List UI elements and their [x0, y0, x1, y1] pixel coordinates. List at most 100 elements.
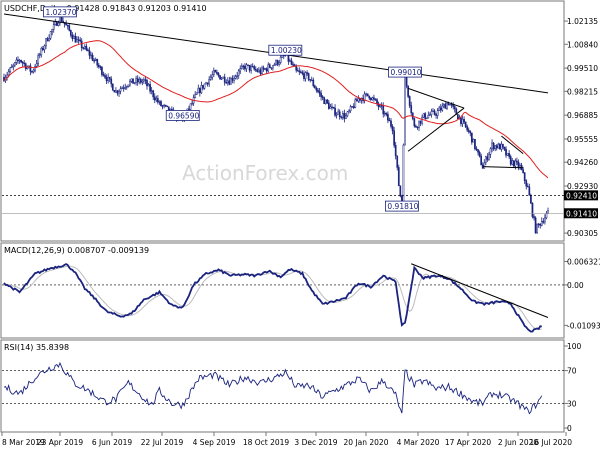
candle-body: [272, 65, 274, 69]
candle-body: [127, 84, 130, 87]
candle-body: [264, 68, 266, 70]
candle-body: [416, 126, 419, 129]
candle-body: [516, 160, 518, 163]
candle-body: [12, 64, 15, 68]
date-tick-label: 16 Jul 2020: [530, 438, 573, 447]
candle-body: [340, 116, 343, 118]
candle-body: [491, 142, 493, 150]
candle-body: [296, 69, 299, 72]
candle-body: [66, 24, 69, 27]
candle-body: [537, 223, 540, 226]
candle-body: [212, 70, 215, 75]
candle-body: [466, 126, 469, 131]
candle-body: [104, 75, 106, 78]
candle-body: [506, 153, 509, 156]
candle-body: [526, 185, 529, 188]
candle-body: [480, 155, 483, 166]
price-y-tick-label: 0.90305: [567, 229, 598, 238]
candle-body: [35, 63, 38, 67]
candle-body: [278, 62, 280, 65]
candle-body: [228, 80, 231, 85]
date-tick-label: 23 Apr 2019: [37, 438, 84, 447]
candle-body: [393, 130, 395, 146]
candle-body: [9, 67, 12, 72]
reference-line-tag: [564, 190, 598, 201]
candle-body: [289, 60, 291, 62]
candle-body: [424, 113, 427, 119]
candle-body: [324, 99, 327, 105]
candle-body: [508, 153, 510, 157]
candle-body: [82, 47, 85, 49]
candle-body: [366, 93, 369, 97]
price-box: [43, 6, 77, 18]
candle-body: [304, 72, 307, 79]
candle-body: [544, 217, 546, 223]
candle-body: [444, 104, 447, 109]
price-y-tick-label: 1.00840: [567, 40, 598, 49]
candle-body: [509, 156, 512, 165]
price-series: [3, 11, 549, 234]
candle-body: [101, 66, 103, 75]
price-box-label: 0.96590: [168, 111, 199, 120]
candle-body: [261, 67, 263, 74]
candle-body: [540, 221, 543, 226]
candle-body: [153, 96, 156, 101]
candle-body: [429, 114, 431, 116]
candle-body: [276, 60, 279, 65]
moving-average-line: [3, 40, 549, 179]
candle-body: [14, 62, 16, 66]
candle-body: [55, 21, 58, 26]
date-tick-label: 17 Apr 2020: [445, 438, 492, 447]
candle-body: [209, 76, 212, 80]
candle-body: [374, 98, 377, 101]
candle-body: [453, 106, 456, 110]
rsi-y-tick-label: 100: [567, 342, 582, 351]
candle-body: [216, 71, 218, 74]
candle-body: [332, 106, 335, 109]
candle-body: [492, 142, 495, 150]
candle-body: [503, 146, 506, 150]
candle-body: [200, 85, 203, 94]
candle-body: [141, 80, 144, 83]
candle-body: [91, 54, 94, 61]
candle-body: [472, 138, 475, 143]
rsi-y-axis: 100 70 30 0: [564, 342, 582, 433]
price-y-tick-label: 1.02135: [567, 17, 598, 26]
candle-body: [194, 94, 197, 98]
rsi-y-tick-label: 0: [567, 424, 572, 433]
candle-body: [369, 97, 372, 100]
candle-body: [523, 172, 526, 181]
candle-body: [236, 75, 238, 77]
candle-body: [312, 79, 315, 87]
candle-body: [220, 78, 223, 80]
candle-body: [57, 22, 60, 26]
candle-body: [536, 223, 538, 234]
macd-series: [2, 263, 564, 333]
candle-body: [15, 59, 18, 63]
candle-body: [464, 121, 467, 127]
candle-body: [425, 117, 428, 119]
candle-body: [214, 70, 217, 73]
candle-body: [115, 90, 117, 93]
date-tick-label: 20 Jan 2020: [344, 438, 389, 447]
candle-body: [149, 84, 151, 92]
candle-body: [512, 160, 515, 167]
candle-body: [219, 75, 221, 80]
candle-body: [421, 116, 423, 124]
candle-body: [321, 96, 324, 98]
candle-body: [435, 114, 437, 116]
rsi-y-tick-label: 30: [567, 399, 577, 408]
price-y-tick-label: 0.96885: [567, 111, 598, 120]
candle-body: [256, 69, 259, 72]
date-tick-label: 2 Jun 2020: [498, 438, 539, 447]
candle-body: [413, 118, 416, 127]
candle-body: [439, 107, 442, 111]
candle-body: [511, 160, 514, 165]
candle-body: [290, 60, 293, 65]
candle-body: [497, 143, 500, 149]
candle-body: [460, 117, 462, 125]
rsi-line: [3, 361, 543, 415]
candle-body: [404, 74, 406, 146]
candle-body: [457, 114, 459, 120]
candle-body: [150, 90, 153, 92]
